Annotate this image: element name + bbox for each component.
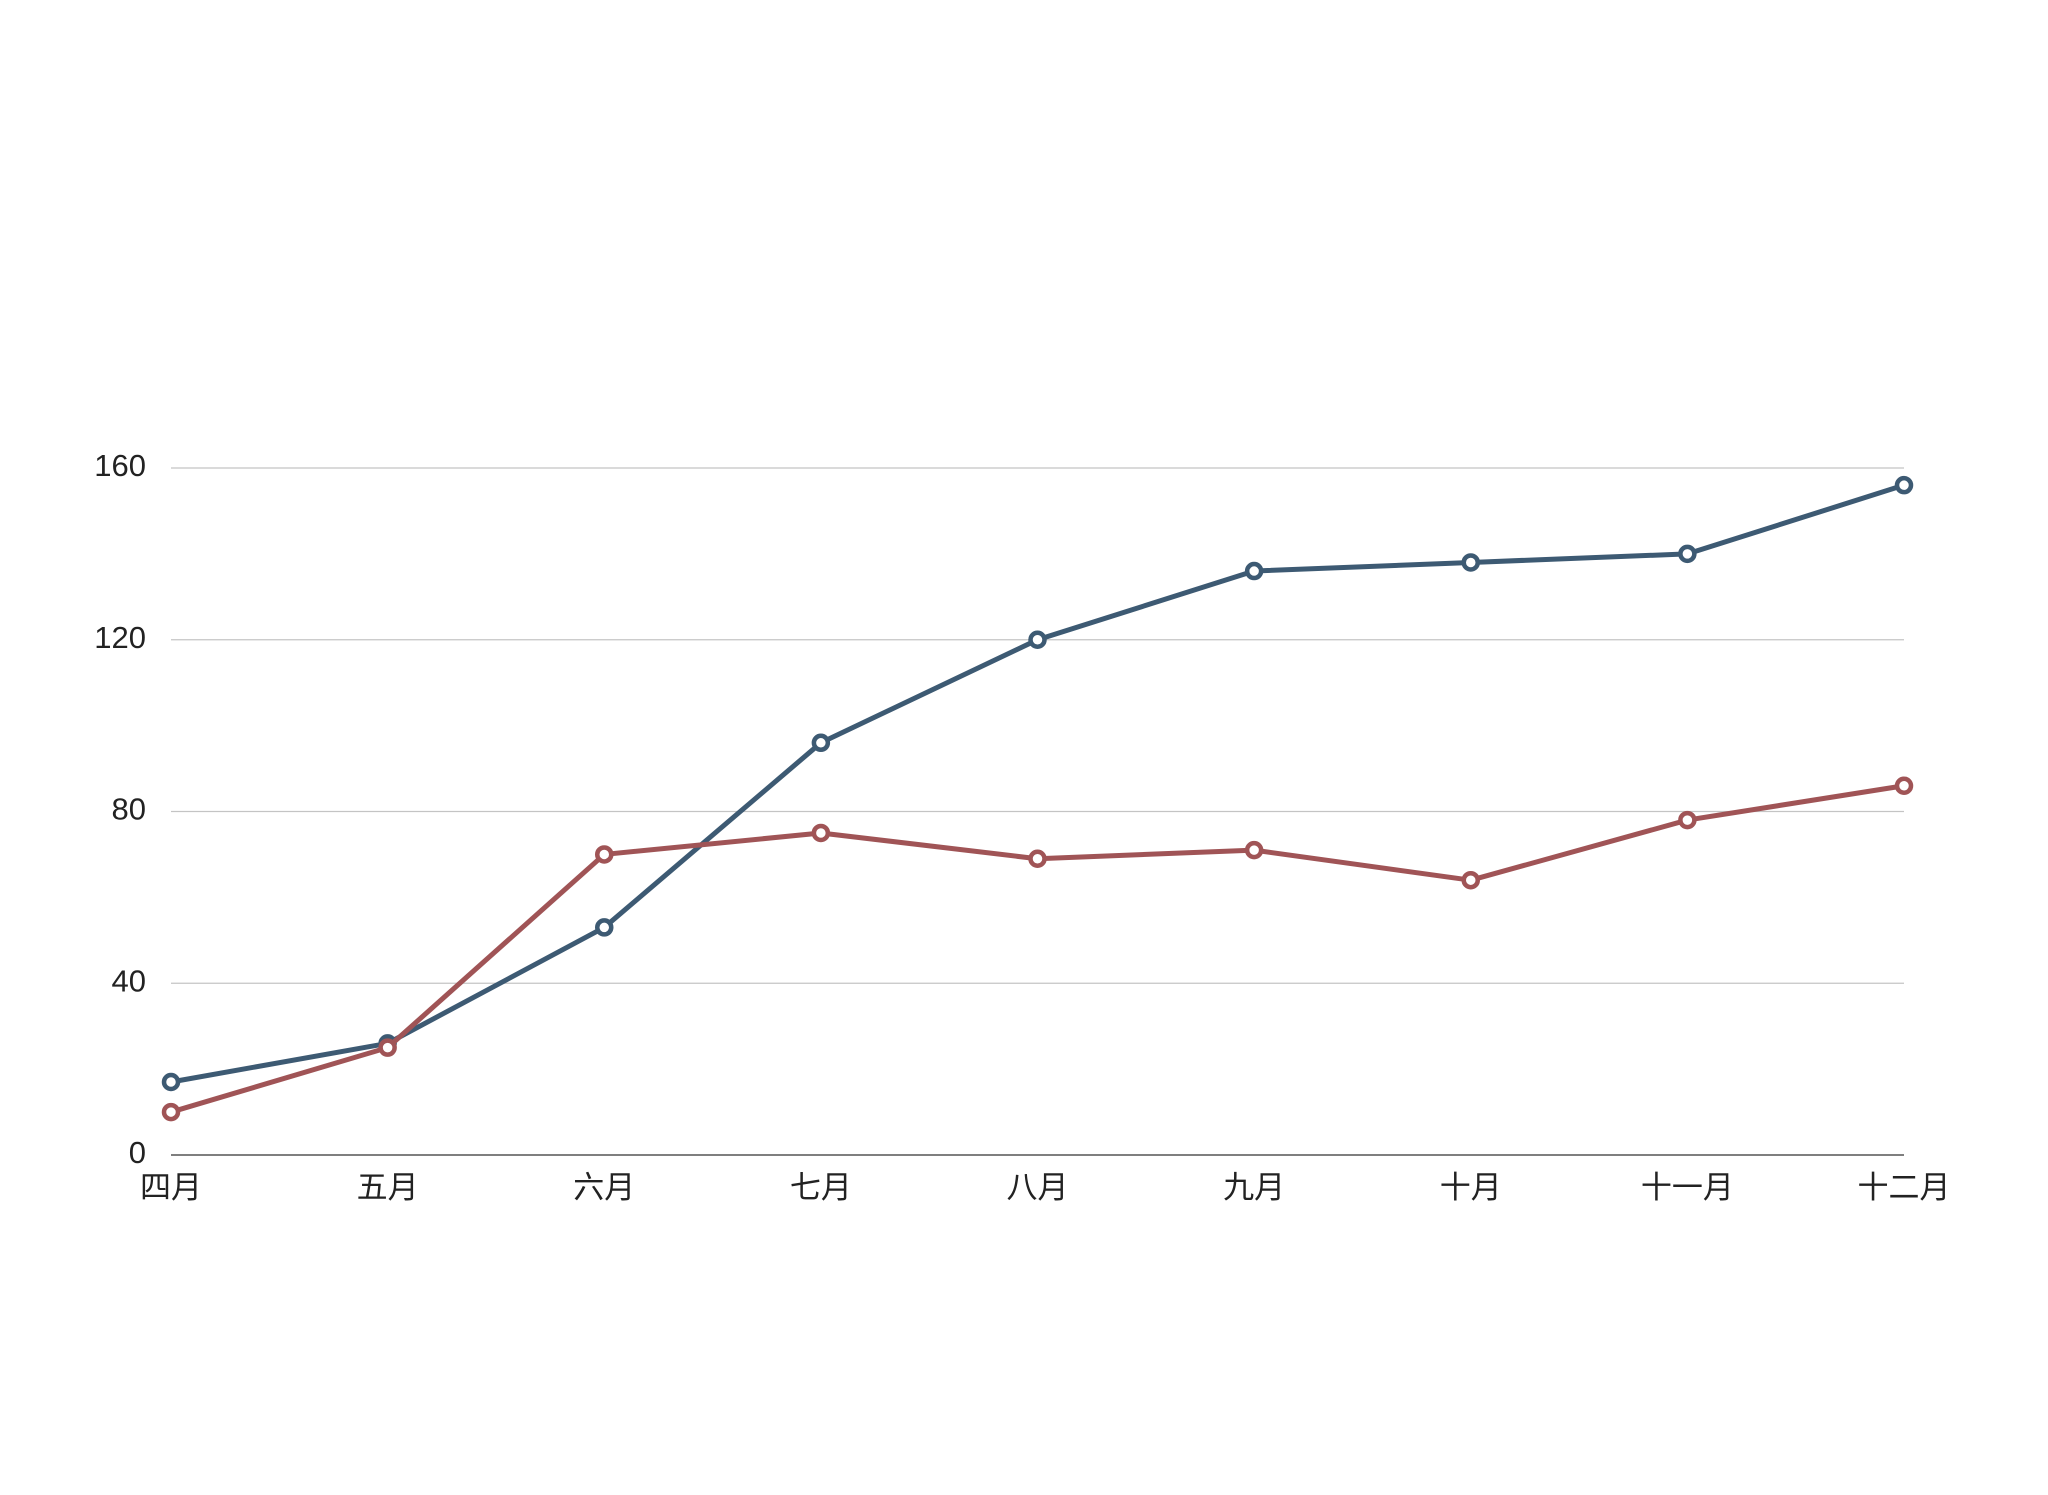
x-tick-label: 五月 [357,1170,419,1205]
x-tick-label: 六月 [573,1170,635,1205]
x-tick-label: 十二月 [1858,1170,1951,1205]
point [595,845,614,864]
point [1244,561,1264,581]
point [1244,840,1264,860]
x-tick-label: 四月 [140,1170,202,1205]
point [1028,849,1047,868]
point [811,733,831,753]
point [1461,553,1480,572]
point [161,1102,181,1122]
point [161,1072,181,1092]
x-tick-label: 七月 [790,1170,852,1205]
x-tick-label: 十一月 [1641,1170,1734,1205]
x-tick-label: 八月 [1007,1170,1069,1205]
y-tick-label: 120 [94,620,146,655]
point [811,823,831,843]
point [1028,630,1047,649]
y-tick-label: 160 [94,448,146,483]
point [1461,870,1480,890]
point [595,918,614,937]
x-tick-label: 九月 [1223,1170,1285,1205]
point [1894,475,1914,495]
series-line [170,482,1905,1085]
point [1894,776,1914,795]
point [1678,544,1697,564]
point [378,1038,397,1057]
y-tick-label: 0 [129,1135,146,1170]
series-line [170,783,1905,1115]
point [1678,810,1697,830]
x-tick-label: 十月 [1440,1170,1502,1205]
y-tick-label: 80 [112,792,146,827]
y-tick-label: 40 [112,963,146,998]
